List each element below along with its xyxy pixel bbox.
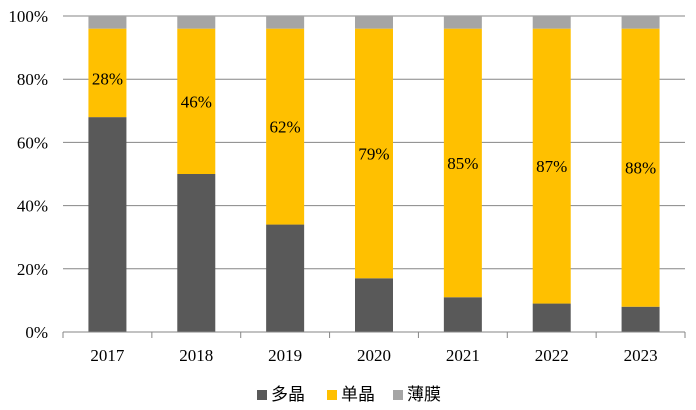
legend-label: 单晶	[341, 385, 375, 405]
x-tick-label: 2021	[446, 346, 480, 365]
x-tick-label: 2018	[179, 346, 213, 365]
y-tick-label: 20%	[17, 260, 48, 279]
y-tick-label: 60%	[17, 133, 48, 152]
bar-segment-2023-s2	[621, 16, 660, 29]
bar-segment-2017-s0	[88, 117, 127, 333]
y-tick-label: 40%	[17, 197, 48, 216]
x-tick-label: 2017	[90, 346, 125, 365]
legend-swatch	[393, 390, 403, 400]
legend: 多晶 单晶 薄膜	[257, 385, 441, 405]
y-axis-tick-labels: 0% 20% 40% 60% 80% 100%	[8, 7, 48, 342]
x-tick-label: 2022	[535, 346, 569, 365]
data-label: 62%	[270, 118, 301, 137]
x-axis-tick-labels: 2017 2018 2019 2020 2021 2022 2023	[90, 346, 657, 365]
bar-segment-2018-s2	[177, 16, 216, 29]
legend-swatch	[327, 390, 337, 400]
data-label: 79%	[358, 144, 389, 163]
x-axis	[62, 331, 686, 338]
x-tick-label: 2020	[357, 346, 391, 365]
legend-label: 薄膜	[407, 385, 441, 405]
bar-segment-2021-s2	[443, 16, 482, 29]
bar-segment-2018-s1	[177, 28, 216, 174]
bar-segment-2017-s1	[88, 28, 127, 118]
legend-swatch	[257, 390, 267, 400]
data-labels: 28% 46% 62% 79% 85% 87% 88%	[92, 70, 656, 178]
data-label: 46%	[181, 92, 212, 111]
bar-segment-2022-s0	[532, 303, 571, 332]
bar-segment-2021-s1	[443, 28, 482, 298]
bar-segment-2020-s1	[355, 28, 393, 279]
bar-segment-2023-s0	[621, 306, 660, 332]
bar-segment-2019-s0	[266, 224, 305, 332]
x-tick-label: 2019	[268, 346, 302, 365]
data-label: 28%	[92, 70, 123, 89]
legend-label: 多晶	[271, 385, 305, 405]
bar-segment-2020-s2	[355, 16, 393, 29]
bar-segment-2017-s2	[88, 16, 127, 29]
bar-segment-2019-s1	[266, 28, 305, 225]
x-tick-label: 2023	[624, 346, 658, 365]
y-tick-label: 0%	[25, 323, 48, 342]
bar-segment-2023-s1	[621, 28, 660, 307]
bar-segment-2021-s0	[443, 297, 482, 332]
bar-segment-2020-s0	[355, 278, 393, 332]
y-tick-label: 80%	[17, 70, 48, 89]
data-label: 88%	[625, 159, 656, 178]
bar-segment-2019-s2	[266, 16, 305, 29]
y-tick-label: 100%	[8, 7, 48, 26]
bar-segment-2018-s0	[177, 174, 216, 332]
bar-segment-2022-s1	[532, 28, 571, 304]
bars	[88, 16, 660, 333]
data-label: 85%	[447, 154, 478, 173]
data-label: 87%	[536, 157, 567, 176]
bar-segment-2022-s2	[532, 16, 571, 29]
